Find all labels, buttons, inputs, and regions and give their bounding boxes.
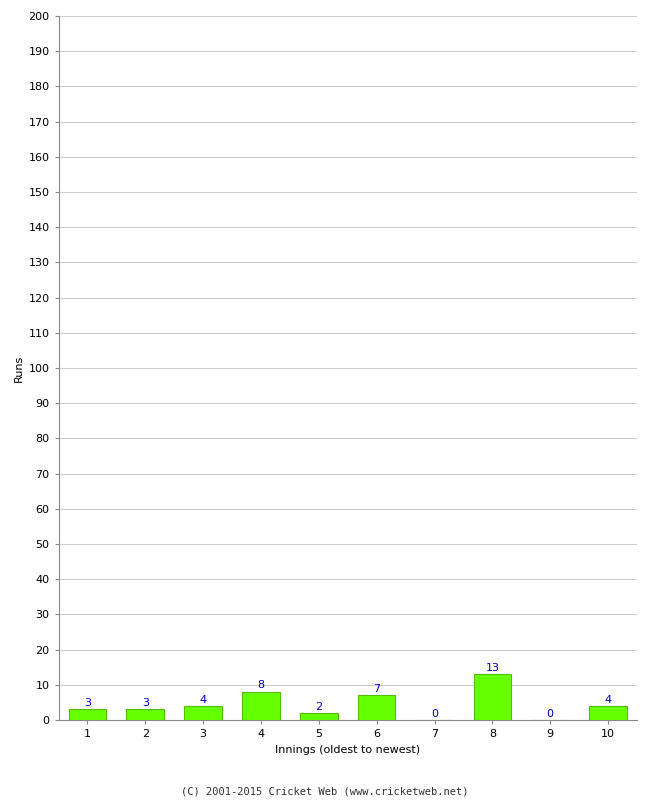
X-axis label: Innings (oldest to newest): Innings (oldest to newest)	[275, 745, 421, 754]
Text: 3: 3	[84, 698, 91, 708]
Text: 2: 2	[315, 702, 322, 711]
Bar	[358, 695, 395, 720]
Bar	[185, 706, 222, 720]
Y-axis label: Runs: Runs	[14, 354, 24, 382]
Text: 4: 4	[604, 694, 612, 705]
Bar	[242, 692, 280, 720]
Text: 4: 4	[200, 694, 207, 705]
Bar	[590, 706, 627, 720]
Text: 7: 7	[373, 684, 380, 694]
Text: 0: 0	[547, 709, 554, 718]
Bar	[474, 674, 511, 720]
Bar	[69, 710, 106, 720]
Bar	[300, 713, 337, 720]
Text: 0: 0	[431, 709, 438, 718]
Text: 8: 8	[257, 681, 265, 690]
Text: (C) 2001-2015 Cricket Web (www.cricketweb.net): (C) 2001-2015 Cricket Web (www.cricketwe…	[181, 786, 469, 796]
Bar	[127, 710, 164, 720]
Text: 3: 3	[142, 698, 149, 708]
Text: 13: 13	[486, 663, 499, 673]
